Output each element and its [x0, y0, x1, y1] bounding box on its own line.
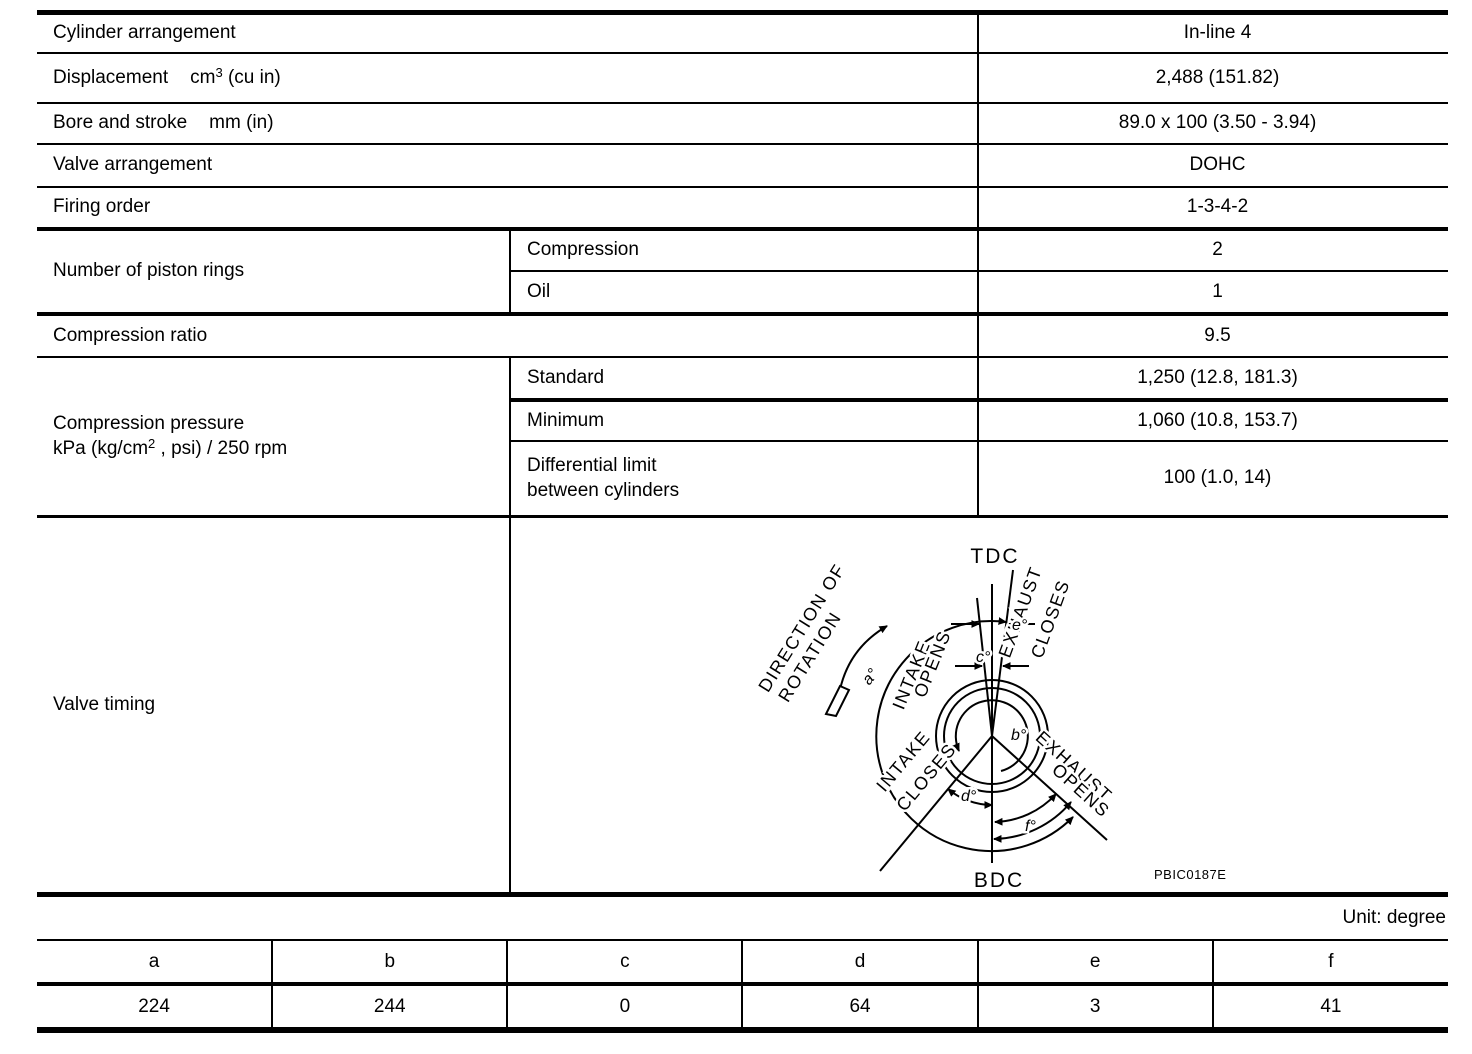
angle-d-label: d°	[961, 788, 977, 805]
value-differential-limit: 100 (1.0, 14)	[977, 440, 1449, 518]
angle-e-label: e°	[1012, 617, 1028, 634]
compression-pressure-unit-sup: 2	[148, 436, 156, 452]
figure-code: PBIC0187E	[1154, 867, 1226, 882]
timing-header-row: a b c d e f	[37, 939, 1448, 986]
sub-label-minimum: Minimum	[508, 399, 979, 442]
valve-timing-diagram-cell: TDC BDC DIRECTION OF ROTATION INTAKE OPE…	[508, 516, 1449, 897]
displacement-unit: cm3 (cu in)	[190, 64, 281, 88]
row-label-cylinder-arrangement: Cylinder arrangement	[37, 10, 979, 54]
tdc-label: TDC	[970, 545, 1019, 568]
sub-label-standard: Standard	[508, 356, 979, 402]
row-label-valve-timing: Valve timing	[37, 516, 510, 897]
angle-f-label: f°	[1025, 818, 1036, 835]
spec-section: Cylinder arrangement In-line 4 Displacem…	[37, 10, 1449, 1033]
timing-header-f: f	[1211, 939, 1448, 986]
intake-closes-line	[879, 735, 993, 872]
timing-value-d: 64	[741, 984, 978, 1033]
angle-a-label: a°	[859, 665, 882, 688]
angle-c-label: c°	[976, 649, 991, 666]
value-compression-rings: 2	[977, 228, 1449, 272]
row-label-piston-rings: Number of piston rings	[37, 228, 510, 316]
value-standard: 1,250 (12.8, 181.3)	[977, 356, 1449, 402]
unit-note: Unit: degree	[1342, 907, 1446, 928]
displacement-unit-sup: 3	[215, 64, 223, 80]
timing-header-c: c	[506, 939, 743, 986]
value-valve-arrangement: DOHC	[977, 143, 1449, 188]
value-displacement: 2,488 (151.82)	[977, 52, 1449, 104]
value-compression-ratio: 9.5	[977, 313, 1449, 358]
timing-header-a: a	[37, 939, 273, 986]
valve-timing-diagram: TDC BDC DIRECTION OF ROTATION INTAKE OPE…	[752, 543, 1226, 893]
timing-value-f: 41	[1211, 984, 1448, 1033]
angle-d-arc	[947, 788, 993, 809]
timing-header-d: d	[741, 939, 978, 986]
timing-header-b: b	[271, 939, 508, 986]
value-bore-stroke: 89.0 x 100 (3.50 - 3.94)	[977, 102, 1449, 145]
row-label-compression-ratio: Compression ratio	[37, 313, 979, 358]
row-label-displacement: Displacement cm3 (cu in)	[37, 52, 979, 104]
valve-timing-degree-table: a b c d e f 224 244 0 64 3 41	[37, 939, 1448, 1033]
timing-value-e: 3	[976, 984, 1213, 1033]
row-label-valve-arrangement: Valve arrangement	[37, 143, 979, 188]
value-firing-order: 1-3-4-2	[977, 186, 1449, 231]
bdc-label: BDC	[974, 869, 1024, 892]
engine-spec-table: Cylinder arrangement In-line 4 Displacem…	[37, 10, 1449, 897]
diagram-geometry	[824, 569, 1108, 872]
sub-label-differential-limit: Differential limit between cylinders	[508, 440, 979, 518]
timing-value-b: 244	[271, 984, 508, 1033]
bore-stroke-unit: mm (in)	[209, 112, 274, 133]
value-oil-rings: 1	[977, 270, 1449, 316]
timing-value-a: 224	[37, 984, 273, 1033]
timing-value-c: 0	[506, 984, 743, 1033]
row-label-bore-stroke: Bore and stroke mm (in)	[37, 102, 979, 145]
rotation-arrow-tail-flag	[824, 684, 851, 718]
value-cylinder-arrangement: In-line 4	[977, 10, 1449, 54]
timing-value-row: 224 244 0 64 3 41	[37, 984, 1448, 1033]
sub-label-oil-rings: Oil	[508, 270, 979, 316]
compression-pressure-unit: kPa (kg/cm2 , psi) / 250 rpm	[53, 436, 288, 460]
value-minimum: 1,060 (10.8, 153.7)	[977, 399, 1449, 442]
angle-b-label: b°	[1011, 727, 1027, 744]
angle-a-arc	[875, 617, 1074, 853]
sub-label-compression-rings: Compression	[508, 228, 979, 272]
row-label-compression-pressure: Compression pressure kPa (kg/cm2 , psi) …	[37, 356, 510, 518]
row-label-firing-order: Firing order	[37, 186, 979, 231]
timing-header-e: e	[976, 939, 1213, 986]
